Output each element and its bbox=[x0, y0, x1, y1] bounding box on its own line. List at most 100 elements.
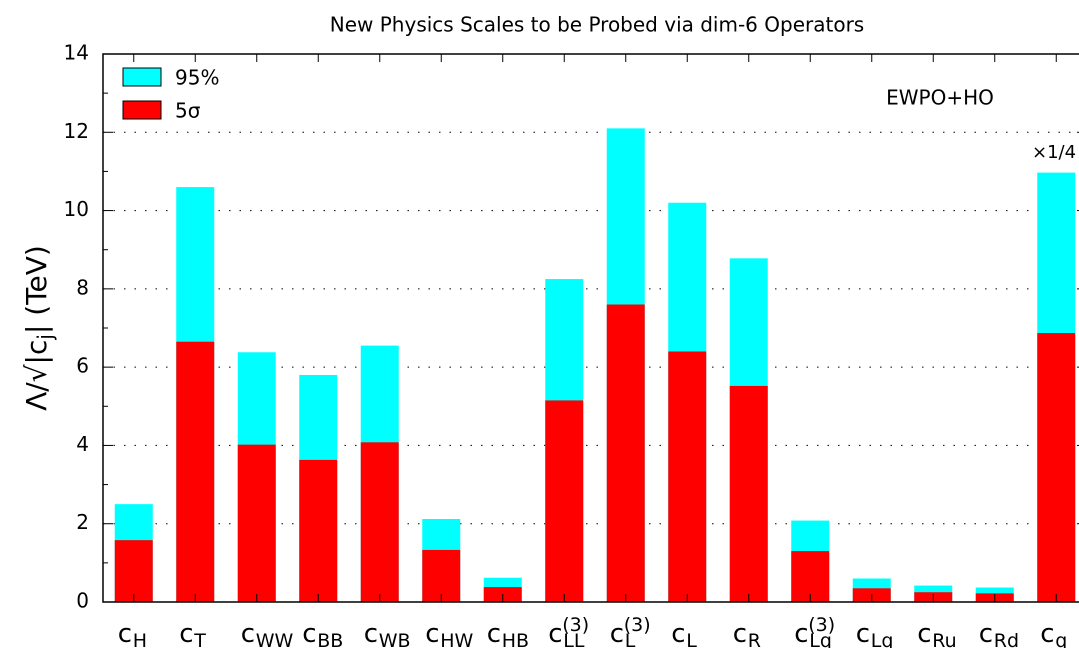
category-base: c bbox=[487, 619, 501, 648]
category-base: c bbox=[1040, 619, 1054, 648]
category-sub: Rd bbox=[994, 630, 1019, 648]
category-sup: (3) bbox=[624, 614, 651, 636]
category-sub: WB bbox=[379, 630, 411, 648]
category-sub: WW bbox=[256, 630, 294, 648]
x-tick-label-sub: HW bbox=[440, 630, 473, 648]
category-base: c bbox=[856, 619, 870, 648]
category-sub: BB bbox=[317, 630, 343, 648]
category-sup: (3) bbox=[562, 614, 589, 636]
x-tick-label: c bbox=[917, 619, 931, 648]
legend-swatch bbox=[122, 67, 162, 87]
category-sub: Lq bbox=[809, 630, 832, 648]
category-sub: L bbox=[625, 630, 636, 648]
x-tick-label-sup: (3) bbox=[808, 614, 835, 636]
x-tick-label: c bbox=[118, 619, 132, 648]
category-sub: HW bbox=[440, 630, 473, 648]
x-tick-label: c bbox=[979, 619, 993, 648]
category-sub: T bbox=[193, 630, 206, 648]
x-tick-label-sub: WW bbox=[256, 630, 294, 648]
x-tick-label: c bbox=[1040, 619, 1054, 648]
y-label-text: Λ/√|c bbox=[20, 340, 53, 411]
chart-title: New Physics Scales to be Probed via dim-… bbox=[330, 13, 864, 37]
x-tick-label-sub: LL bbox=[563, 630, 585, 648]
category-sub: LL bbox=[563, 630, 585, 648]
x-tick-label-sub: WB bbox=[379, 630, 411, 648]
bar bbox=[360, 442, 399, 602]
category-base: c bbox=[794, 619, 808, 648]
bar bbox=[299, 459, 338, 602]
x-tick-label-sub: BB bbox=[317, 630, 343, 648]
x-tick-label: c bbox=[856, 619, 870, 648]
category-sub: q bbox=[1055, 630, 1067, 648]
x-tick-label: c bbox=[487, 619, 501, 648]
category-base: c bbox=[917, 619, 931, 648]
x-tick-label-sub: HB bbox=[502, 630, 529, 648]
x-tick-label: c bbox=[241, 619, 255, 648]
category-sub: Ru bbox=[932, 630, 956, 648]
category-base: c bbox=[179, 619, 193, 648]
category-sub: R bbox=[748, 630, 761, 648]
bar bbox=[545, 400, 584, 602]
category-sub: Lq bbox=[871, 630, 894, 648]
bar bbox=[176, 341, 215, 602]
y-tick-label: 2 bbox=[76, 510, 89, 534]
category-base: c bbox=[425, 619, 439, 648]
x-tick-label: c bbox=[425, 619, 439, 648]
x-tick-label: c bbox=[610, 619, 624, 648]
bar bbox=[606, 304, 645, 602]
category-base: c bbox=[241, 619, 255, 648]
x-tick-label: c bbox=[302, 619, 316, 648]
y-label-rest: | (TeV) bbox=[20, 245, 53, 334]
x-tick-label-sup: (3) bbox=[624, 614, 651, 636]
legend-label: 95% bbox=[175, 66, 219, 90]
x-tick-label-sub: Lq bbox=[809, 630, 832, 648]
y-tick-label: 0 bbox=[76, 589, 89, 613]
x-tick-label: c bbox=[733, 619, 747, 648]
category-sub: H bbox=[133, 630, 147, 648]
category-base: c bbox=[364, 619, 378, 648]
x-tick-label-sub: L bbox=[625, 630, 636, 648]
x-tick-label-sub: H bbox=[133, 630, 147, 648]
y-tick-label: 4 bbox=[76, 432, 89, 456]
x-tick-label-sub: L bbox=[686, 630, 697, 648]
x-tick-label: c bbox=[548, 619, 562, 648]
x-tick-label: c bbox=[794, 619, 808, 648]
bar bbox=[237, 444, 276, 602]
plot-frame bbox=[102, 53, 1079, 603]
x-tick-label-sup: (3) bbox=[562, 614, 589, 636]
bar bbox=[729, 385, 768, 602]
category-base: c bbox=[118, 619, 132, 648]
category-base: c bbox=[302, 619, 316, 648]
x-tick-label: c bbox=[364, 619, 378, 648]
bar bbox=[114, 540, 153, 602]
category-base: c bbox=[610, 619, 624, 648]
annotation: ×1/4 bbox=[1032, 142, 1076, 163]
x-tick-label-sub: Rd bbox=[994, 630, 1019, 648]
bar bbox=[668, 351, 707, 602]
category-base: c bbox=[548, 619, 562, 648]
category-sup: (3) bbox=[808, 614, 835, 636]
bar bbox=[1037, 333, 1076, 602]
y-tick-label: 12 bbox=[64, 119, 89, 143]
y-tick-label: 14 bbox=[64, 41, 89, 65]
annotation: EWPO+HO bbox=[886, 86, 994, 110]
x-tick-label-sub: q bbox=[1055, 630, 1067, 648]
y-tick-label: 6 bbox=[76, 354, 89, 378]
y-label-sub: j bbox=[33, 334, 57, 341]
category-sub: L bbox=[686, 630, 697, 648]
x-tick-label-sub: Ru bbox=[932, 630, 956, 648]
category-sub: HB bbox=[502, 630, 529, 648]
y-axis-label: Λ/√|cj| (TeV) bbox=[20, 245, 57, 411]
y-tick-label: 10 bbox=[64, 197, 89, 221]
category-base: c bbox=[733, 619, 747, 648]
category-base: c bbox=[979, 619, 993, 648]
x-tick-label-sub: T bbox=[193, 630, 206, 648]
x-tick-label-sub: Lq bbox=[871, 630, 894, 648]
legend-swatch bbox=[122, 100, 162, 120]
x-tick-label-sub: R bbox=[748, 630, 761, 648]
y-tick-label: 8 bbox=[76, 275, 89, 299]
x-tick-label: c bbox=[179, 619, 193, 648]
bar bbox=[791, 551, 830, 602]
category-base: c bbox=[671, 619, 685, 648]
